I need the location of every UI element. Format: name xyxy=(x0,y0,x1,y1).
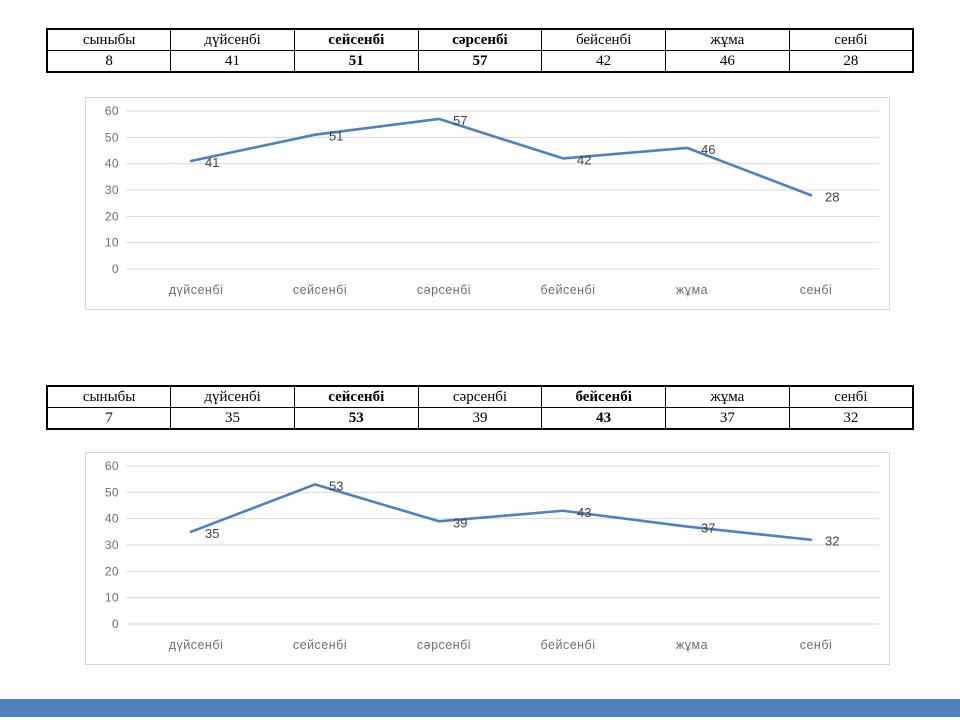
y-axis-tick-label: 40 xyxy=(105,157,119,171)
y-axis-tick-label: 10 xyxy=(105,236,119,250)
class-8-line-chart: 0 10 20 30 40 50 60 дүйсенбі сейсенбі сәрсенбі бей… xyxy=(105,104,879,297)
data-point-label: 32 xyxy=(825,534,839,549)
table-header-cell: сыныбы xyxy=(46,385,172,408)
data-point-label: 41 xyxy=(205,155,219,170)
footer-accent-bar xyxy=(0,699,960,717)
x-axis-category-label: сенбі xyxy=(800,283,833,297)
table-value-cell: 37 xyxy=(665,407,790,430)
data-series-line xyxy=(189,117,813,197)
x-axis-category-label: дүйсенбі xyxy=(169,638,224,652)
data-point-label: 28 xyxy=(825,189,839,204)
table-value-cell: 8 xyxy=(46,50,172,73)
x-axis-category-label: сейсенбі xyxy=(293,283,347,297)
table-header-cell: сәрсенбі xyxy=(417,385,543,408)
table-header-cell: сейсенбі xyxy=(293,385,419,408)
table-value-cell: 43 xyxy=(541,407,667,430)
x-axis-category-label: сәрсенбі xyxy=(417,638,471,652)
x-axis-category-label: сенбі xyxy=(800,638,833,652)
table-header-cell: сенбі xyxy=(788,28,914,51)
table-header-cell: дүйсенбі xyxy=(170,28,295,51)
y-axis-tick-label: 0 xyxy=(112,617,119,631)
y-axis-tick-label: 0 xyxy=(112,262,119,276)
x-axis-category-label: бейсенбі xyxy=(541,638,596,652)
table-header-cell: сәрсенбі xyxy=(417,28,543,51)
table-value-cell: 35 xyxy=(170,407,295,430)
x-axis-category-label: жұма xyxy=(676,283,708,297)
data-point-label: 43 xyxy=(577,505,591,520)
table-value-cell: 46 xyxy=(665,50,790,73)
table-header-row: сыныбы дүйсенбі сейсенбі сәрсенбі бейсенбі жұ… xyxy=(46,385,914,408)
table-header-cell: сейсенбі xyxy=(293,28,419,51)
x-axis-category-label: жұма xyxy=(676,638,708,652)
table-value-cell: 32 xyxy=(788,407,914,430)
table-header-row: сыныбы дүйсенбі сейсенбі сәрсенбі бейсенбі жұ… xyxy=(46,28,914,51)
data-point-label: 37 xyxy=(701,521,715,536)
table-header-cell: дүйсенбі xyxy=(170,385,295,408)
table-header-cell: сыныбы xyxy=(46,28,172,51)
y-axis-tick-label: 10 xyxy=(105,591,119,605)
table-value-cell: 42 xyxy=(541,50,667,73)
y-axis-tick-label: 30 xyxy=(105,183,119,197)
table-value-cell: 57 xyxy=(417,50,543,73)
y-axis-tick-label: 50 xyxy=(105,485,119,499)
y-axis-tick-label: 60 xyxy=(105,459,119,473)
table-value-cell: 28 xyxy=(788,50,914,73)
data-point-label: 51 xyxy=(329,129,343,144)
table-value-cell: 7 xyxy=(46,407,172,430)
table-value-cell: 39 xyxy=(417,407,543,430)
table-header-cell: жұма xyxy=(665,28,790,51)
data-point-label: 57 xyxy=(453,113,467,128)
class-7-line-chart-panel: 0 10 20 30 40 50 60 дүйсенбі сейсенбі сәрсенбі бей… xyxy=(85,452,890,665)
y-axis-tick-label: 20 xyxy=(105,209,119,223)
y-axis-tick-label: 30 xyxy=(105,538,119,552)
table-header-cell: жұма xyxy=(665,385,790,408)
table-value-cell: 51 xyxy=(293,50,419,73)
x-axis-category-label: бейсенбі xyxy=(541,283,596,297)
y-axis-tick-label: 60 xyxy=(105,104,119,118)
table-value-cell: 41 xyxy=(170,50,295,73)
class-7-line-chart: 0 10 20 30 40 50 60 дүйсенбі сейсенбі сәрсенбі бей… xyxy=(105,459,879,652)
table-header-cell: сенбі xyxy=(788,385,914,408)
table-value-row: 8 41 51 57 42 46 28 xyxy=(46,50,914,73)
y-axis-tick-label: 50 xyxy=(105,130,119,144)
table-header-cell: бейсенбі xyxy=(541,28,667,51)
x-axis-category-label: сейсенбі xyxy=(293,638,347,652)
data-series-line xyxy=(189,483,813,542)
y-axis-tick-label: 40 xyxy=(105,512,119,526)
y-axis-tick-label: 20 xyxy=(105,564,119,578)
data-point-label: 53 xyxy=(329,478,343,493)
class-8-week-table: сыныбы дүйсенбі сейсенбі сәрсенбі бейсенбі жұ… xyxy=(46,28,914,73)
class-8-line-chart-panel: 0 10 20 30 40 50 60 дүйсенбі сейсенбі сәрсенбі бей… xyxy=(85,97,890,310)
data-point-label: 42 xyxy=(577,152,591,167)
table-value-row: 7 35 53 39 43 37 32 xyxy=(46,407,914,430)
data-point-label: 39 xyxy=(453,515,467,530)
class-7-week-table: сыныбы дүйсенбі сейсенбі сәрсенбі бейсенбі жұ… xyxy=(46,385,914,430)
table-header-cell: бейсенбі xyxy=(541,385,667,408)
x-axis-category-label: дүйсенбі xyxy=(169,283,224,297)
data-point-label: 35 xyxy=(205,526,219,541)
table-value-cell: 53 xyxy=(293,407,419,430)
data-point-label: 46 xyxy=(701,142,715,157)
x-axis-category-label: сәрсенбі xyxy=(417,283,471,297)
